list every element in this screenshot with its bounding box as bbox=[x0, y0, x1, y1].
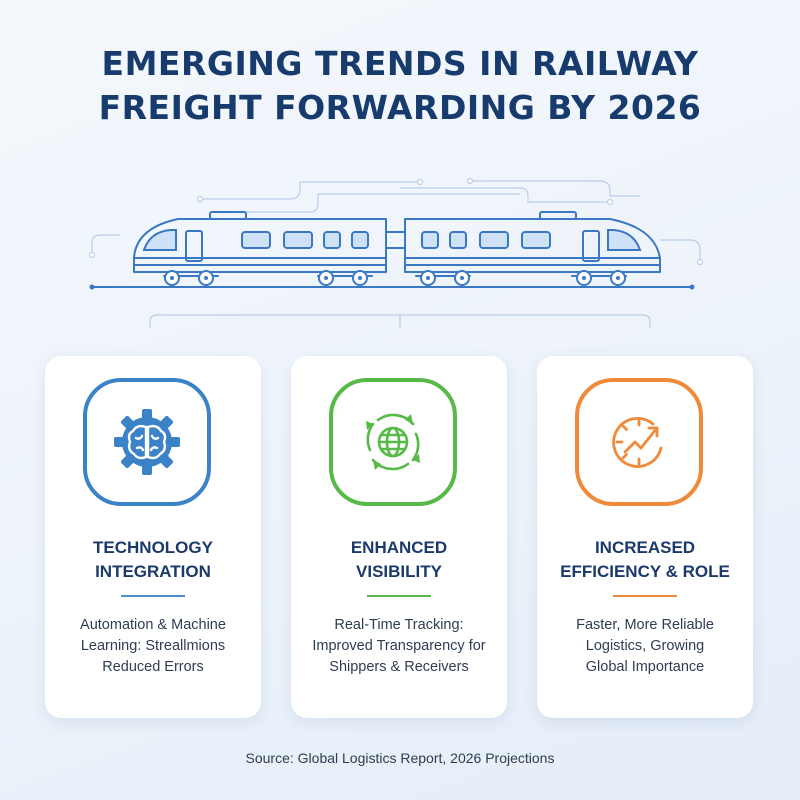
trend-card-visibility: ENHANCED VISIBILITY Real-Time Tracking: … bbox=[291, 356, 507, 718]
card-description: Automation & Machine Learning: Streallmi… bbox=[80, 617, 226, 675]
card-divider bbox=[121, 595, 185, 597]
brain-gear-icon bbox=[83, 378, 211, 506]
speed-trend-icon bbox=[575, 378, 703, 506]
trend-card-efficiency: INCREASED EFFICIENCY & ROLE Faster, More… bbox=[537, 356, 753, 718]
card-title: ENHANCED VISIBILITY bbox=[350, 538, 448, 581]
trend-card-technology: TECHNOLOGY INTEGRATION Automation & Mach… bbox=[45, 356, 261, 718]
card-divider bbox=[367, 595, 431, 597]
train-illustration bbox=[88, 177, 704, 328]
page-title: EMERGING TRENDS IN RAILWAY FREIGHT FORWA… bbox=[0, 42, 800, 130]
card-title: TECHNOLOGY INTEGRATION bbox=[93, 538, 213, 581]
card-divider bbox=[613, 595, 677, 597]
card-description: Faster, More Reliable Logistics, Growing… bbox=[576, 617, 714, 675]
card-description: Real-Time Tracking: Improved Transparenc… bbox=[312, 617, 486, 675]
card-title: INCREASED EFFICIENCY & ROLE bbox=[560, 538, 730, 581]
title-line-1: EMERGING TRENDS IN RAILWAY bbox=[101, 44, 699, 83]
title-line-2: FREIGHT FORWARDING BY 2026 bbox=[98, 88, 702, 127]
source-caption: Source: Global Logistics Report, 2026 Pr… bbox=[245, 750, 555, 766]
globe-sync-icon bbox=[329, 378, 457, 506]
